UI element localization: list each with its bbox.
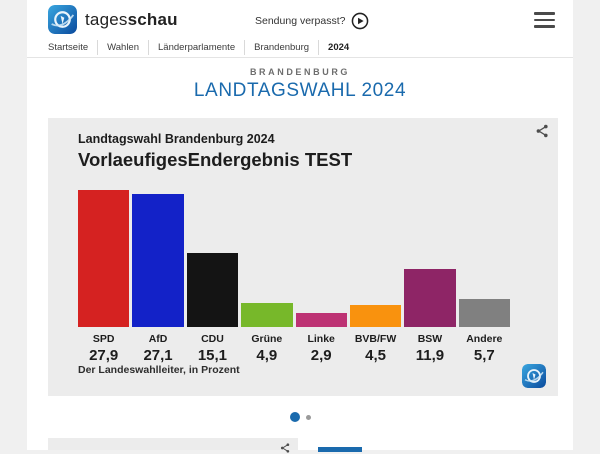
page-content: tagesschau Sendung verpasst? Startseite W… xyxy=(27,0,573,453)
bar-category-label: Grüne xyxy=(251,333,283,345)
tagesschau-home-link[interactable]: tagesschau xyxy=(48,5,178,34)
bar-category-label: CDU xyxy=(201,333,224,345)
bar-group-linke: Linke 2,9 xyxy=(295,189,347,364)
bar-track xyxy=(78,189,130,327)
breadcrumb-separator xyxy=(97,40,99,55)
bar-group-andere: Andere 5,7 xyxy=(458,189,510,364)
bar-group-cdu: CDU 15,1 xyxy=(186,189,239,364)
bar-chart: SPD 27,9 AfD 27,1 CDU 15,1 Grüne 4,9 Linke 2,9 BVB… xyxy=(78,189,510,364)
bar-value-label: 4,5 xyxy=(365,347,386,364)
site-header: tagesschau Sendung verpasst? xyxy=(27,0,573,38)
bar-value-label: 5,7 xyxy=(473,347,495,364)
bar-category-label: SPD xyxy=(92,333,115,345)
bar xyxy=(295,313,347,327)
carousel-pagination xyxy=(27,412,573,422)
bar-track xyxy=(241,189,293,327)
bar-value-label: 15,1 xyxy=(197,347,228,364)
chart-subtitle: VorlaeufigesEndergebnis TEST xyxy=(78,149,353,170)
election-chart-card: Landtagswahl Brandenburg 2024 Vorlaeufig… xyxy=(48,118,558,396)
share-icon[interactable] xyxy=(279,442,291,454)
breadcrumb-separator xyxy=(318,40,320,55)
bar-group-bsw: BSW 11,9 xyxy=(404,189,456,364)
bar xyxy=(186,253,239,327)
bar-track xyxy=(404,189,456,327)
chart-source: Der Landeswahlleiter, in Prozent xyxy=(78,364,240,376)
missed-broadcast-link[interactable]: Sendung verpasst? xyxy=(255,12,369,30)
bar-track xyxy=(132,189,184,327)
bar-value-label: 11,9 xyxy=(415,347,445,364)
breadcrumb-item-startseite[interactable]: Startseite xyxy=(48,42,89,53)
tagesschau-globe-icon xyxy=(48,5,77,34)
bar-track xyxy=(349,189,402,327)
breadcrumb-item-länderparlamente[interactable]: Länderparlamente xyxy=(158,42,236,53)
page-title: LANDTAGSWAHL 2024 xyxy=(193,80,407,101)
bar-value-label: 27,9 xyxy=(89,347,119,364)
tagesschau-watermark-icon xyxy=(522,364,546,388)
bar xyxy=(349,305,402,327)
bar-track xyxy=(295,189,347,327)
bar-group-spd: SPD 27,9 xyxy=(78,189,130,364)
carousel-dot-2[interactable] xyxy=(305,414,311,420)
breadcrumb-separator xyxy=(148,40,149,55)
missed-broadcast-label: Sendung verpasst? xyxy=(255,15,346,27)
bar xyxy=(241,303,293,327)
bar-value-label: 27,1 xyxy=(143,347,173,364)
breadcrumb-item-wahlen[interactable]: Wahlen xyxy=(107,42,139,53)
bar-value-label: 4,9 xyxy=(256,347,278,364)
bar-group-afd: AfD 27,1 xyxy=(132,189,184,364)
brand-wordmark: tagesschau xyxy=(85,9,178,29)
breadcrumb-separator xyxy=(244,40,246,55)
chart-title: Landtagswahl Brandenburg 2024 xyxy=(78,132,275,146)
bar-track xyxy=(458,189,510,327)
bar-category-label: Andere xyxy=(466,333,503,345)
bar-group-bvb-fw: BVB/FW 4,5 xyxy=(349,189,402,364)
bar xyxy=(78,190,130,327)
bar-track xyxy=(186,189,239,327)
bar-category-label: Linke xyxy=(307,333,335,345)
breadcrumb-item-2024[interactable]: 2024 xyxy=(328,42,350,53)
next-widget-card xyxy=(48,438,298,453)
hamburger-menu-icon[interactable] xyxy=(534,12,555,28)
bar-category-label: BSW xyxy=(417,333,443,345)
bar-category-label: AfD xyxy=(148,333,168,345)
breadcrumb: Startseite Wahlen Länderparlamente Brandenb… xyxy=(48,40,358,55)
bar-group-gr-ne: Grüne 4,9 xyxy=(241,189,293,364)
share-icon[interactable] xyxy=(534,123,550,139)
header-divider xyxy=(27,57,573,58)
breadcrumb-item-brandenburg[interactable]: Brandenburg xyxy=(254,42,310,53)
page-kicker: BRANDENBURG xyxy=(249,67,351,77)
bar-value-label: 2,9 xyxy=(310,347,332,364)
bar xyxy=(458,299,510,327)
bar xyxy=(132,194,184,327)
play-icon[interactable] xyxy=(351,12,369,30)
bar-category-label: BVB/FW xyxy=(354,333,397,345)
bar xyxy=(404,269,456,327)
carousel-dot-1[interactable] xyxy=(289,412,300,422)
